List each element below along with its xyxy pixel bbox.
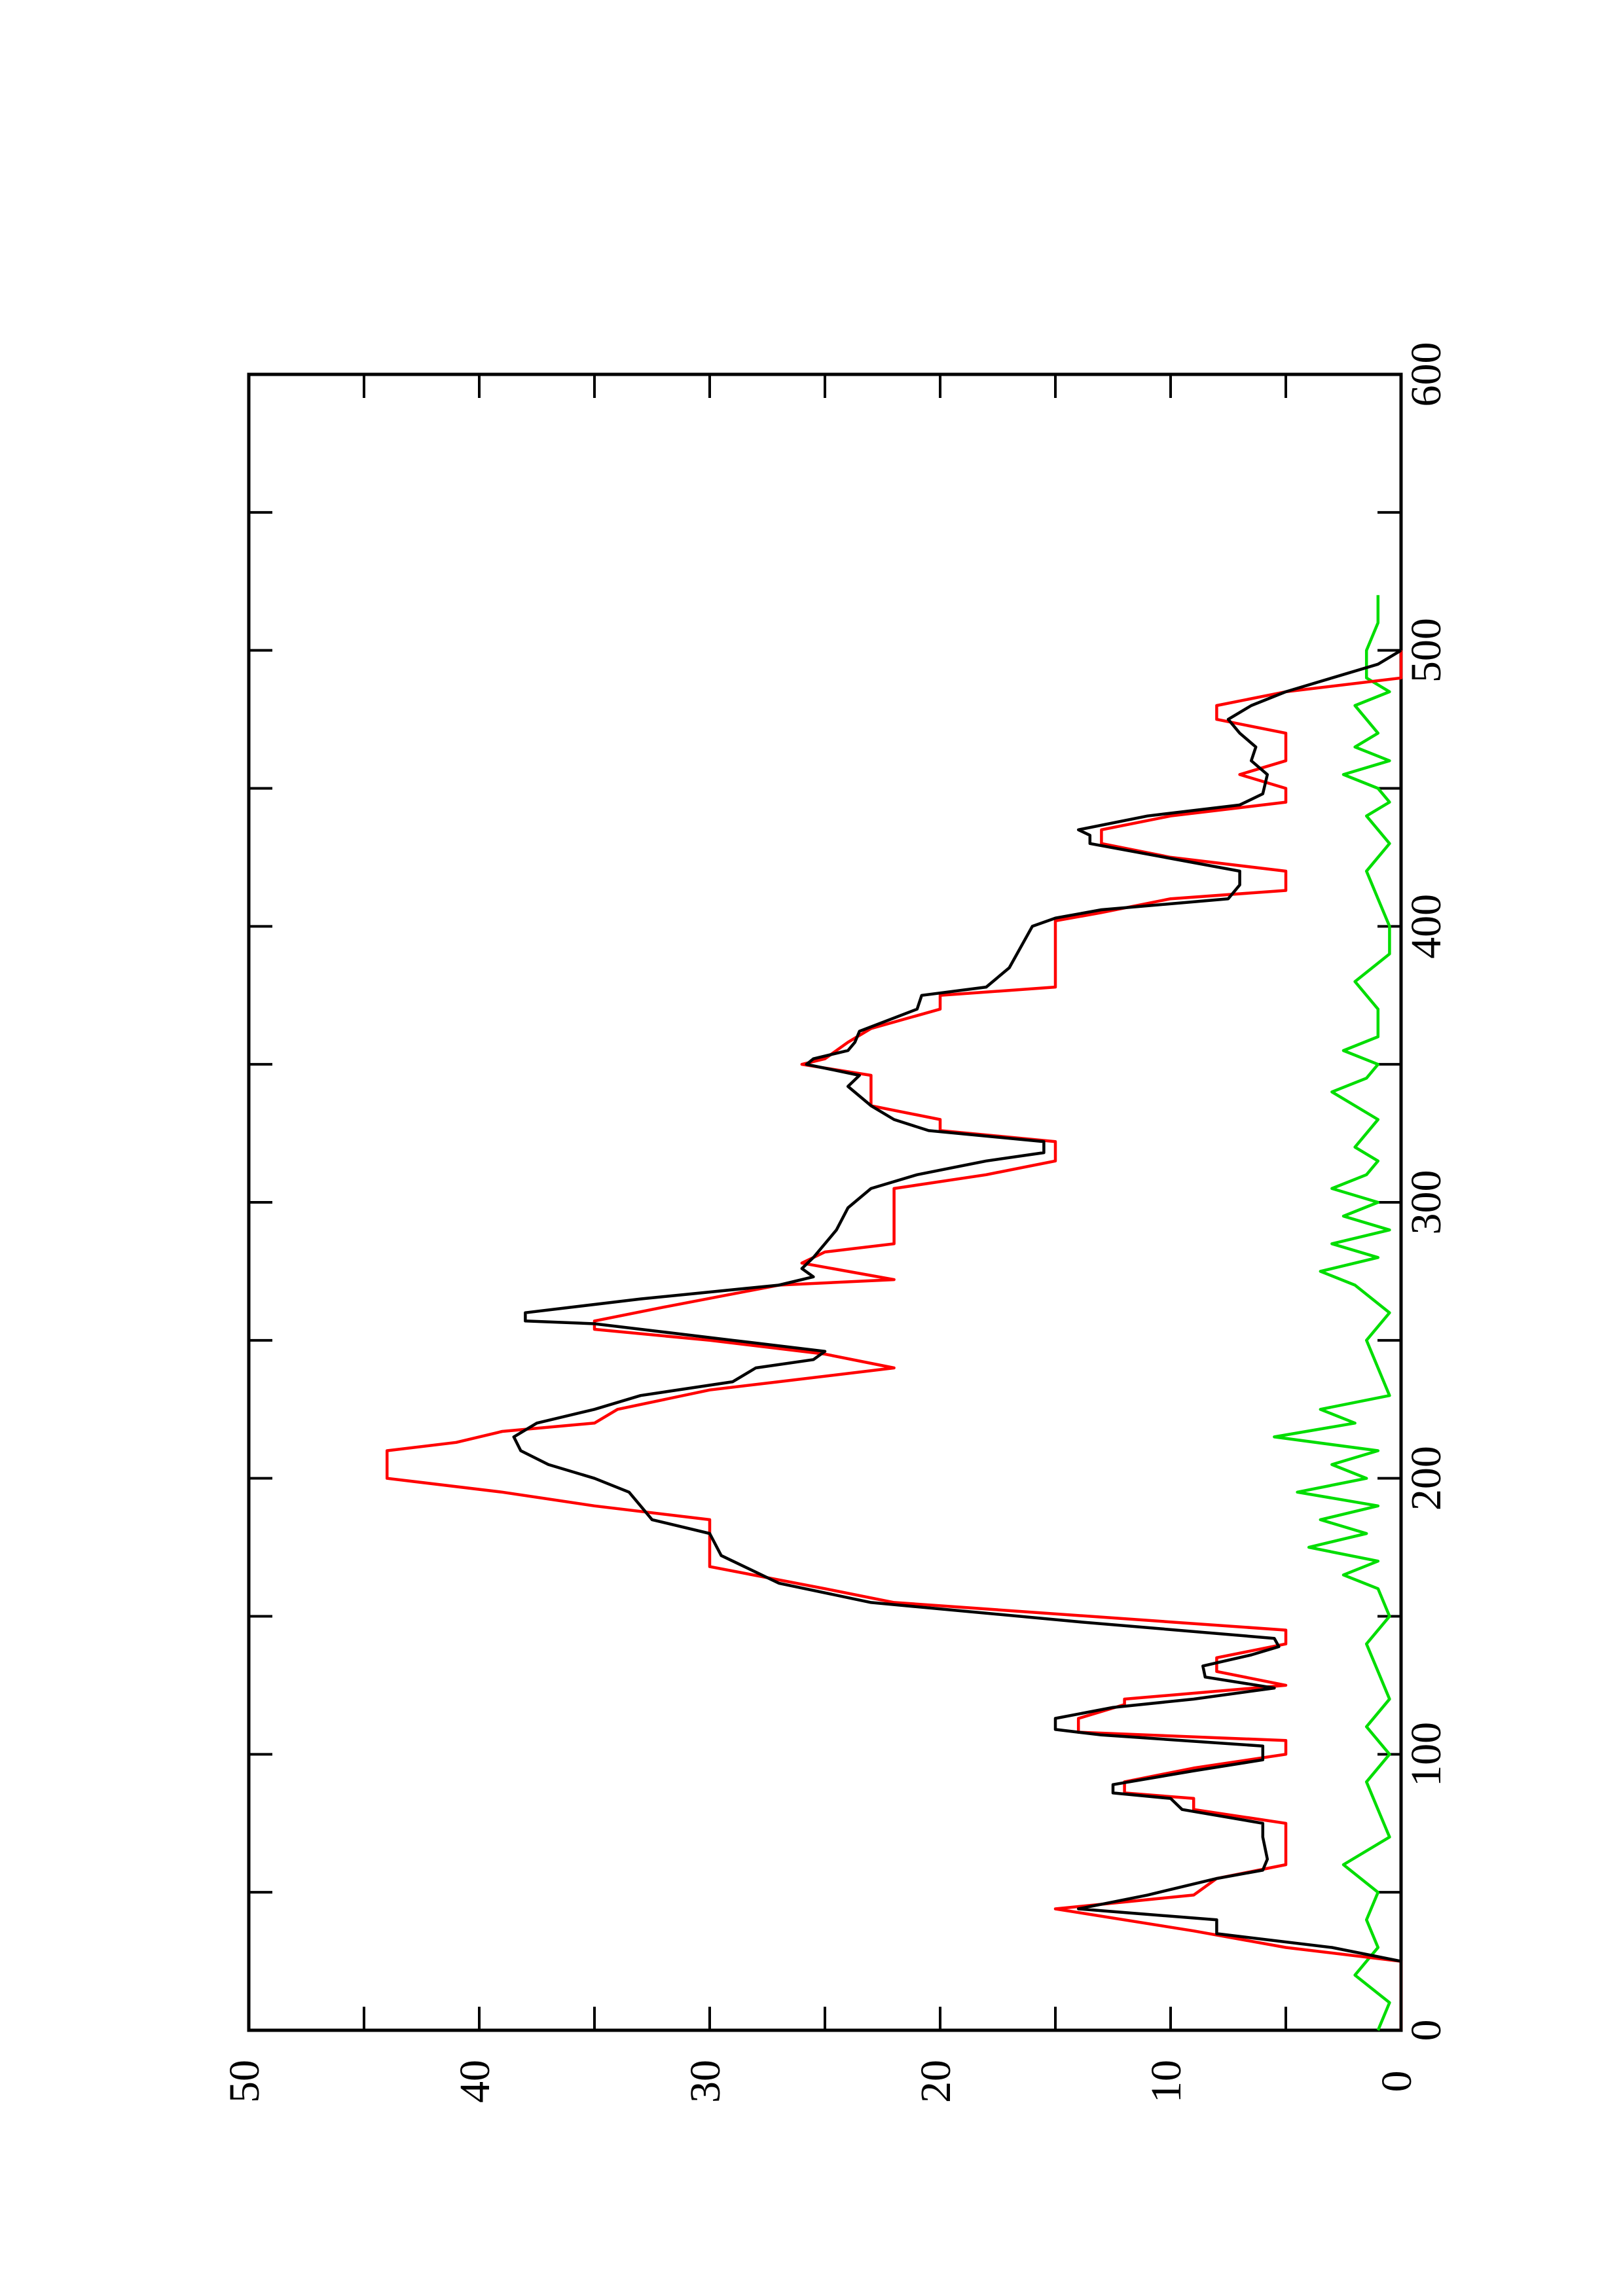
x-tick-label: 600: [1402, 342, 1450, 407]
y-tick-label: 20: [912, 2060, 960, 2103]
y-tick-label: 50: [221, 2060, 268, 2103]
tick-labels: 0 100 200 300 400 500 600 0 10 20 30 40 50: [221, 342, 1450, 2104]
x-tick-label: 400: [1402, 894, 1450, 959]
x-tick-label: 500: [1402, 618, 1450, 683]
x-tick-label: 0: [1402, 2020, 1450, 2041]
x-tick-label: 200: [1402, 1446, 1450, 1511]
y-tick-label: 30: [682, 2060, 729, 2103]
x-tick-label: 100: [1402, 1722, 1450, 1787]
series-line-0: [512, 649, 1403, 2030]
plot-frame: [247, 372, 1403, 2032]
series-line-1: [385, 650, 1403, 2030]
series-layer: [385, 595, 1403, 2031]
series-line-2: [1273, 595, 1391, 2031]
y-tick-label: 10: [1142, 2060, 1190, 2103]
y-tick-label: 40: [451, 2060, 499, 2103]
x-tick-label: 300: [1402, 1170, 1450, 1235]
y-tick-label: 0: [1373, 2071, 1421, 2092]
axis-ticks: [247, 373, 1402, 2032]
